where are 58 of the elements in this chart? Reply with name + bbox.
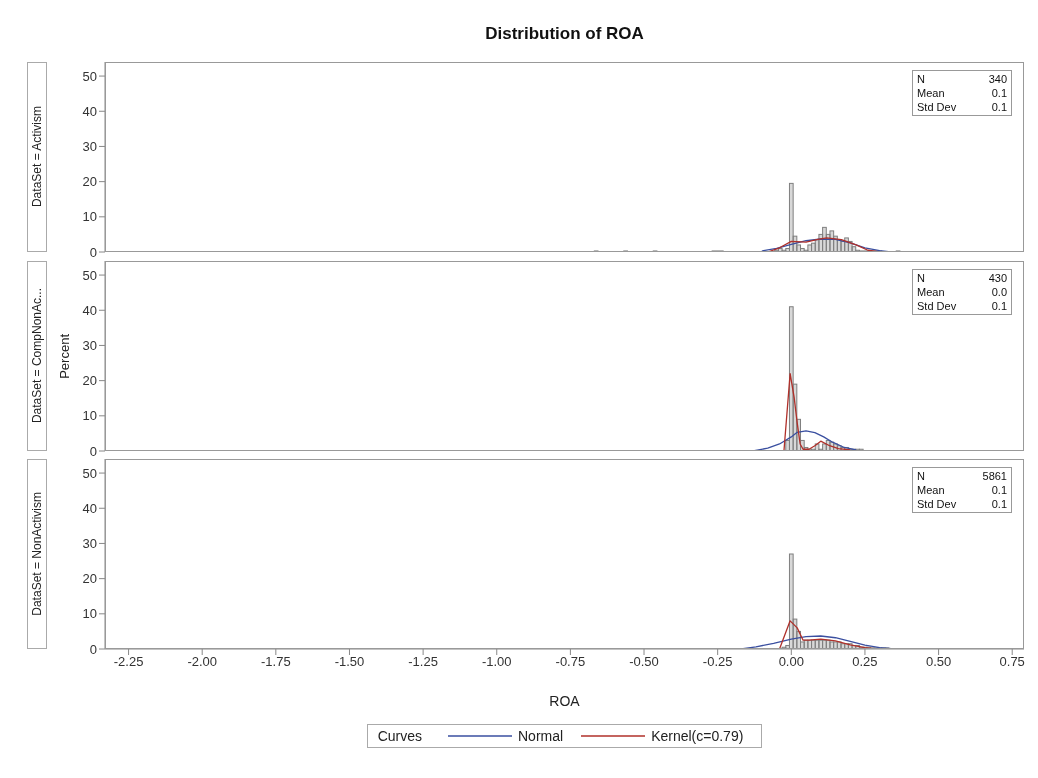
annotation: Mean [917,286,946,298]
annotation: 0.1 [990,498,1007,510]
chart-title: Distribution of ROA [484,24,645,44]
annotation: 340 [987,73,1007,85]
annotation: Mean [917,484,946,496]
y-tick-label: 20 [82,571,97,587]
annotation: Std Dev [917,101,958,113]
annotation: Mean [917,87,946,99]
y-tick-label: 50 [82,465,97,481]
y-tick-label: 20 [82,373,97,389]
annotation: N [917,470,926,482]
x-tick-label: -0.50 [629,654,659,670]
x-tick-label: 0.50 [925,654,952,670]
y-tick-label: 20 [82,174,97,190]
x-tick-label: -2.00 [187,654,218,670]
y-tick-label: 0 [89,641,97,657]
annotation: N [917,272,926,284]
x-axis-title: ROA [548,693,581,709]
y-tick-label: 10 [82,606,97,622]
annotation: 0.0 [990,286,1007,298]
y-tick-label: 30 [82,536,97,552]
x-tick-label: 0.00 [778,654,804,670]
legend-label: Kernel(c=0.79) [651,728,744,744]
y-tick-label: 40 [82,103,97,119]
x-tick-label: -1.25 [408,654,438,670]
x-tick-label: -1.50 [334,654,365,670]
y-tick-label: 10 [82,408,97,424]
y-tick-label: 0 [89,443,97,459]
x-tick-label: -0.25 [702,654,733,670]
annotation: Std Dev [917,498,958,510]
y-tick-label: 10 [82,209,97,225]
annotation: 0.1 [990,87,1007,99]
legend-label: Normal [518,728,564,744]
y-tick-label: 30 [82,139,97,155]
annotation: 0.1 [990,101,1007,113]
annotation: 5861 [981,470,1007,482]
x-tick-label: 0.75 [999,654,1025,670]
text: DataSet = Activism [30,106,44,208]
legend-title: Curves [377,728,422,744]
annotation: N [917,73,926,85]
y-tick-label: 50 [82,267,97,283]
x-tick-label: -0.75 [555,654,586,670]
y-tick-label: 30 [82,338,97,354]
x-tick-label: 0.25 [852,654,878,670]
y-tick-label: 0 [89,244,97,260]
annotation: Std Dev [917,300,958,312]
y-tick-label: 40 [82,302,97,318]
y-tick-label: 40 [82,500,97,516]
y-tick-label: 50 [82,68,97,84]
annotation: 430 [987,272,1007,284]
text: DataSet = CompNonAc... [30,288,44,424]
x-tick-label: -2.25 [113,654,144,670]
y-axis-title: Percent [56,333,72,379]
x-tick-label: -1.75 [261,654,291,670]
x-tick-label: -1.00 [481,654,512,670]
text: DataSet = NonActivism [30,492,44,616]
annotation: 0.1 [990,300,1007,312]
annotation: 0.1 [990,484,1007,496]
